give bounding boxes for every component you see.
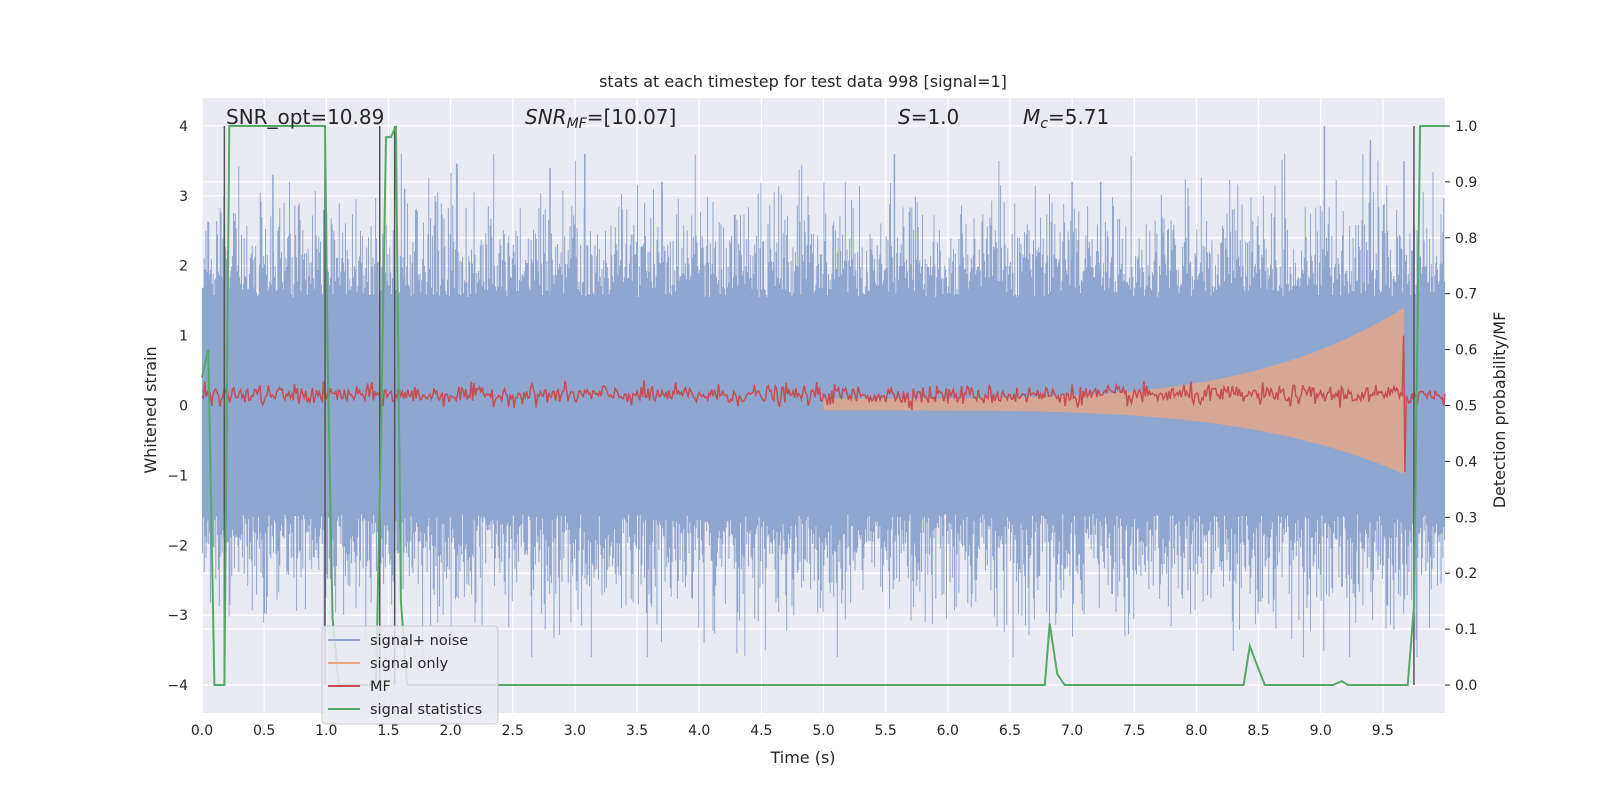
statistics-line: [201, 125, 1445, 686]
y-tick-label-right: 1.0: [1455, 119, 1477, 135]
y-axis-label-left: Whitened strain: [141, 346, 160, 473]
x-tick-label: 1.0: [315, 723, 337, 739]
x-tick-label: 7.0: [1061, 723, 1083, 739]
y-tick-label-right: 0.4: [1455, 454, 1477, 470]
noise-peaks: [272, 126, 1405, 406]
legend-label-signal-only: signal only: [370, 656, 449, 672]
x-tick-label: 3.5: [626, 723, 648, 739]
x-axis-label: Time (s): [769, 748, 835, 767]
y-tick-label-left: 3: [179, 189, 188, 205]
y-tick-label-left: 2: [179, 259, 188, 275]
x-tick-label: 5.5: [875, 723, 897, 739]
y-tick-label-left: −1: [167, 468, 188, 484]
x-tick-label: 6.0: [937, 723, 959, 739]
y-tick-label-left: −3: [167, 608, 188, 624]
x-tick-label: 9.5: [1372, 723, 1394, 739]
y-tick-label-right: 0.6: [1455, 343, 1477, 359]
legend-label-signal-statistics: signal statistics: [370, 702, 482, 718]
x-tick-label: 2.0: [439, 723, 461, 739]
chart-title: stats at each timestep for test data 998…: [599, 72, 1007, 91]
x-tick-label: 8.5: [1247, 723, 1269, 739]
y-tick-label-right: 0.2: [1455, 566, 1477, 582]
x-tick-label: 9.0: [1310, 723, 1332, 739]
y-tick-label-right: 0.0: [1455, 678, 1477, 694]
mf-line: [201, 335, 1446, 472]
y-axis-label-right: Detection probability/MF: [1490, 312, 1509, 509]
tick-labels: 0.0 0.5 1.0 1.5 2.0 2.5 3.0 3.5 4.0 4.5 5.0 5.5 6.0 6…: [167, 119, 1477, 739]
y-tick-label-right: 0.8: [1455, 231, 1477, 247]
y-tick-label-right: 0.9: [1455, 175, 1477, 191]
y-tick-label-left: −4: [167, 678, 188, 694]
annotation-snr-opt: SNR_opt=10.89: [226, 105, 384, 129]
y-tick-label-right: 0.1: [1455, 622, 1477, 638]
y-tick-label-left: −2: [167, 538, 188, 554]
annotation-mc: Mc=5.71: [1023, 105, 1109, 132]
legend: signal+ noise signal only MF signal stat…: [321, 625, 499, 725]
chirp-envelope: [823, 307, 1404, 474]
series-signal-statistics: [201, 125, 1445, 686]
x-tick-label: 3.0: [564, 723, 586, 739]
x-tick-label: 7.5: [1123, 723, 1145, 739]
y-tick-label-right: 0.7: [1455, 287, 1477, 303]
annotation-s: S=1.0: [898, 105, 959, 129]
x-tick-label: 1.5: [377, 723, 399, 739]
x-tick-label: 8.0: [1185, 723, 1207, 739]
legend-label-mf: MF: [370, 679, 391, 695]
y-tick-label-left: 4: [179, 119, 188, 135]
annotation-snr-mf: SNRMF=[10.07]: [525, 105, 676, 132]
x-tick-label: 4.0: [688, 723, 710, 739]
x-tick-label: 4.5: [750, 723, 772, 739]
series-signal-only: [823, 307, 1404, 474]
y-tick-label-right: 0.5: [1455, 399, 1477, 415]
y-tick-label-right: 0.3: [1455, 510, 1477, 526]
legend-label-signal-noise: signal+ noise: [370, 633, 468, 649]
x-tick-label: 2.5: [502, 723, 524, 739]
y-tick-label-left: 1: [179, 329, 188, 345]
y-tick-label-left: 0: [179, 399, 188, 415]
x-tick-label: 0.0: [191, 723, 213, 739]
x-tick-label: 6.5: [999, 723, 1021, 739]
legend-box: [321, 625, 499, 725]
x-tick-label: 0.5: [253, 723, 275, 739]
x-tick-label: 5.0: [812, 723, 834, 739]
series-mf: [201, 335, 1446, 472]
